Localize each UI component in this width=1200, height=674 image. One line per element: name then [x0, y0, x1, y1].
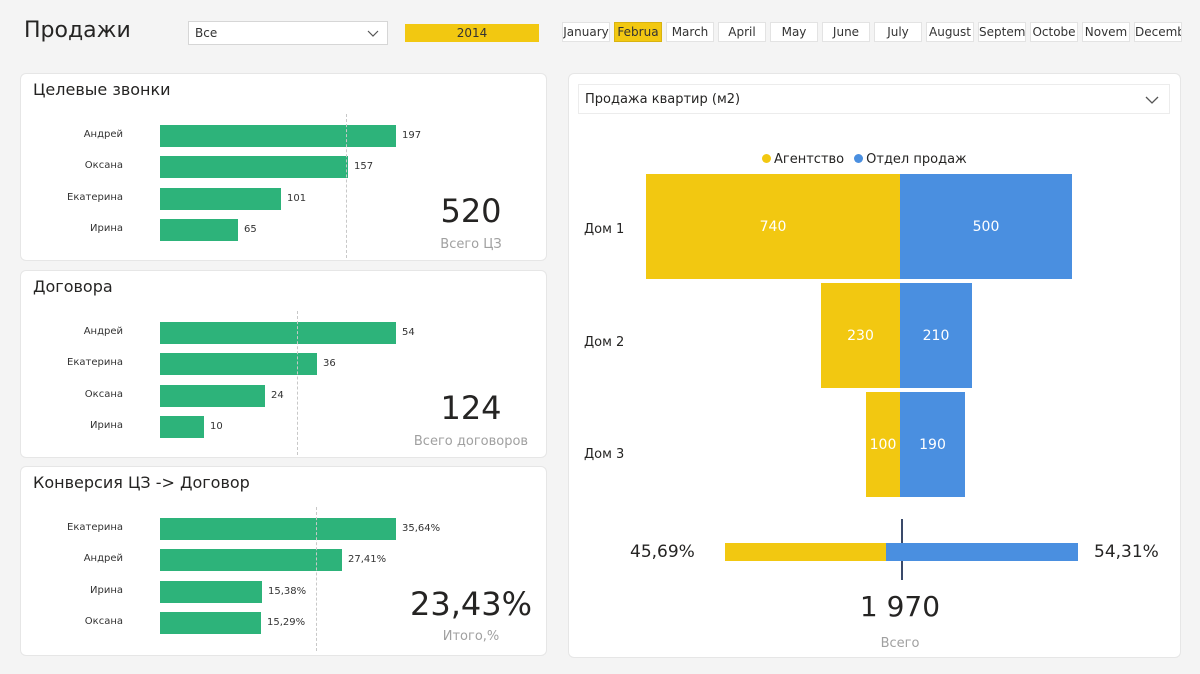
- agency-segment[interactable]: 100: [866, 392, 900, 497]
- bar-category-label: Оксана: [84, 160, 123, 171]
- bar[interactable]: [160, 322, 396, 344]
- sales-segment[interactable]: 190: [900, 392, 965, 497]
- house-label: Дом 1: [584, 222, 625, 237]
- contracts-title: Договора: [33, 277, 113, 296]
- calls-card: Целевые звонки Андрей 197 Оксана 157 Екатери…: [20, 73, 547, 261]
- legend-dot-sales: [854, 154, 864, 163]
- reference-line: [316, 507, 317, 651]
- bar-value-label: 36: [323, 358, 336, 369]
- month-button[interactable]: June: [822, 22, 870, 42]
- house-label: Дом 3: [584, 447, 625, 462]
- bar[interactable]: [160, 549, 342, 571]
- filter-value: Все: [195, 26, 218, 40]
- month-button[interactable]: July: [874, 22, 922, 42]
- conversion-total: 23,43%: [409, 585, 532, 623]
- conversion-card: Конверсия ЦЗ -> Договор Екатерина 35,64% А…: [20, 466, 547, 656]
- bar[interactable]: [160, 581, 262, 603]
- month-button[interactable]: Februa: [614, 22, 662, 42]
- bar-value-label: 10: [210, 421, 223, 432]
- conversion-title: Конверсия ЦЗ -> Договор: [33, 473, 250, 492]
- bar-category-label: Ирина: [90, 420, 123, 431]
- chevron-down-icon: [1145, 96, 1159, 104]
- sales-total-label: Всего: [880, 636, 920, 651]
- bar-value-label: 101: [287, 193, 307, 204]
- legend-agency[interactable]: Агентство: [762, 152, 844, 167]
- agency-segment[interactable]: 740: [646, 174, 900, 279]
- share-sales-percent: 54,31%: [1094, 542, 1159, 562]
- bar-category-label: Андрей: [83, 129, 123, 140]
- bar-category-label: Екатерина: [67, 522, 123, 533]
- month-button[interactable]: Septem: [978, 22, 1026, 42]
- bar-value-label: 197: [402, 130, 422, 141]
- bar[interactable]: [160, 125, 396, 147]
- reference-line: [297, 311, 298, 455]
- month-button[interactable]: January: [562, 22, 610, 42]
- sales-metric-label: Продажа квартир (м2): [585, 92, 741, 107]
- share-bar-agency: [725, 543, 886, 561]
- bar-category-label: Ирина: [90, 223, 123, 234]
- year-slicer-button[interactable]: 2014: [405, 24, 539, 42]
- bar[interactable]: [160, 416, 204, 438]
- month-button[interactable]: Octobe: [1030, 22, 1078, 42]
- contracts-total: 124: [440, 389, 502, 427]
- bar-category-label: Екатерина: [67, 357, 123, 368]
- bar-value-label: 35,64%: [402, 523, 441, 534]
- calls-title: Целевые звонки: [33, 80, 171, 99]
- bar[interactable]: [160, 612, 261, 634]
- share-bar-sales: [886, 543, 1078, 561]
- bar[interactable]: [160, 219, 238, 241]
- contracts-total-label: Всего договоров: [413, 434, 529, 449]
- month-slicer: January Februa March April May June July August…: [562, 22, 1182, 44]
- legend-dot-agency: [762, 154, 771, 163]
- bar-value-label: 15,38%: [268, 586, 307, 597]
- bar[interactable]: [160, 385, 265, 407]
- sales-segment[interactable]: 500: [900, 174, 1072, 279]
- calls-total-label: Всего ЦЗ: [440, 237, 502, 252]
- page-title: Продажи: [24, 18, 131, 43]
- chevron-down-icon: [367, 30, 379, 37]
- bar-value-label: 27,41%: [348, 554, 387, 565]
- month-button[interactable]: May: [770, 22, 818, 42]
- manager-filter-dropdown[interactable]: Все: [188, 21, 388, 45]
- bar-category-label: Екатерина: [67, 192, 123, 203]
- contracts-card: Договора Андрей 54 Екатерина 36 Оксана 24 Ирин…: [20, 270, 547, 458]
- bar[interactable]: [160, 353, 317, 375]
- bar-value-label: 65: [244, 224, 257, 235]
- month-button[interactable]: August: [926, 22, 974, 42]
- bar[interactable]: [160, 518, 396, 540]
- bar[interactable]: [160, 188, 281, 210]
- sales-total: 1 970: [859, 590, 941, 623]
- legend-sales[interactable]: Отдел продаж: [854, 152, 967, 167]
- bar-category-label: Ирина: [90, 585, 123, 596]
- bar-value-label: 24: [271, 390, 284, 401]
- month-button[interactable]: April: [718, 22, 766, 42]
- bar-category-label: Оксана: [84, 616, 123, 627]
- month-button[interactable]: March: [666, 22, 714, 42]
- reference-line: [346, 114, 347, 258]
- sales-segment[interactable]: 210: [900, 283, 972, 388]
- calls-total: 520: [440, 192, 502, 230]
- sales-metric-dropdown[interactable]: Продажа квартир (м2): [578, 84, 1170, 114]
- house-label: Дом 2: [584, 335, 625, 350]
- bar[interactable]: [160, 156, 348, 178]
- bar-category-label: Андрей: [83, 553, 123, 564]
- bar-value-label: 15,29%: [267, 617, 306, 628]
- agency-segment[interactable]: 230: [821, 283, 900, 388]
- bar-category-label: Оксана: [84, 389, 123, 400]
- share-agency-percent: 45,69%: [630, 542, 695, 562]
- bar-value-label: 157: [354, 161, 374, 172]
- month-button[interactable]: Decemb: [1134, 22, 1182, 42]
- month-button[interactable]: Novem: [1082, 22, 1130, 42]
- bar-category-label: Андрей: [83, 326, 123, 337]
- sales-legend: Агентство Отдел продаж: [762, 152, 967, 167]
- conversion-total-label: Итого,%: [442, 629, 500, 644]
- bar-value-label: 54: [402, 327, 415, 338]
